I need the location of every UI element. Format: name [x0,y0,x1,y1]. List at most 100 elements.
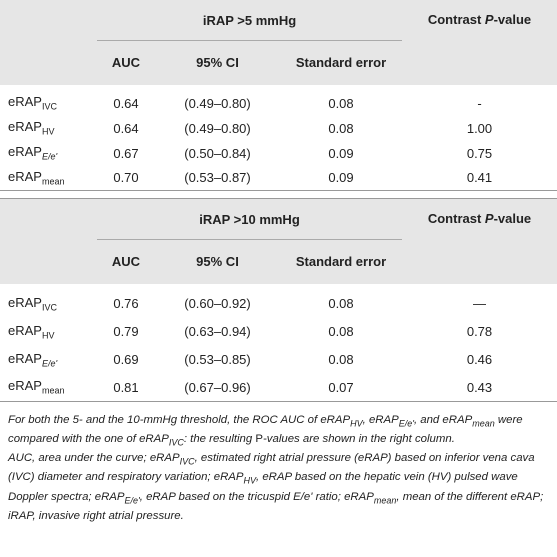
blank [0,0,97,85]
cell: (0.67–0.96) [155,374,280,402]
data-row: eRAPmean 0.70 (0.53–0.87) 0.09 0.41 [0,166,557,191]
cell: 0.09 [280,166,402,191]
row-label: eRAPmean [0,374,97,402]
data-row: eRAPIVC 0.64 (0.49–0.80) 0.08 - [0,91,557,116]
column-header: AUC [97,40,155,85]
footnote-text: , and eRAP [413,413,473,426]
footnote-text: were compared with the one of eRAP [8,413,523,445]
cell-text: - [477,95,482,111]
footnote-sub: E/e' [124,494,140,505]
cell-text: 0.07 [328,379,354,395]
contrast-header-part: P [484,12,494,27]
label-base: eRAP [8,119,42,135]
cell-text: 0.81 [113,379,139,395]
cell: (0.49–0.80) [155,116,280,141]
group-header: iRAP >10 mmHg [97,198,402,240]
header-row: iRAP >10 mmHg Contrast P-value [0,198,557,284]
cell-text: (0.49–0.80) [184,95,251,111]
group-header-text: iRAP >5 mmHg [202,12,297,28]
cell: 0.67 [97,141,155,166]
cell: - [402,91,557,116]
data-row: eRAPmean 0.81 (0.67–0.96) 0.07 0.43 [0,374,557,402]
cell: 0.64 [97,116,155,141]
footnote-text: P [255,432,264,445]
label-sub: IVC [41,302,57,313]
label-base: eRAP [8,378,42,394]
group-header: iRAP >5 mmHg [97,0,402,41]
cell: 0.08 [280,116,402,141]
column-header-text: AUC [111,254,141,270]
contrast-header: Contrast P-value [402,198,557,284]
label-sub: IVC [41,101,57,112]
footnote-sub: IVC [168,437,184,448]
column-header-text: Standard error [295,254,387,270]
footnote-text: , eRAP based on the hepatic vein (HV) pu… [8,471,518,503]
cell: 0.07 [280,374,402,402]
column-header: 95% CI [155,239,280,284]
footnote-text: For both the 5- and the 10-mmHg threshol… [8,413,351,426]
data-row: eRAPE/e' 0.69 (0.53–0.85) 0.08 0.46 [0,346,557,374]
row-label: eRAPIVC [0,91,97,116]
row-label: eRAPE/e' [0,346,97,374]
footnote-sub: mean [472,417,495,428]
cell: (0.60–0.92) [155,290,280,318]
footnotes: For both the 5- and the 10-mmHg threshol… [0,406,557,524]
label-sub: HV [41,330,55,341]
label-base: eRAP [8,350,42,366]
cell: 0.76 [97,290,155,318]
label-sub: mean [41,176,65,187]
footnote-sub: HV [243,475,257,486]
label-base: eRAP [8,94,42,110]
label-base: eRAP [8,294,42,310]
cell-text: (0.53–0.85) [184,352,251,367]
footnote-text: , eRAP [362,413,399,426]
row-label: eRAPE/e' [0,141,97,166]
column-header-text: Standard error [295,55,387,71]
cell: (0.53–0.87) [155,166,280,191]
cell-text: (0.63–0.94) [184,324,251,339]
blank [0,198,97,284]
cell: 0.78 [402,318,557,346]
row-label: eRAPHV [0,318,97,346]
cell-text: 0.70 [113,170,139,186]
footnote-sub: E/e' [398,417,414,428]
column-header: Standard error [280,40,402,85]
cell-text: (0.67–0.96) [184,379,251,395]
data-row: eRAPHV 0.79 (0.63–0.94) 0.08 0.78 [0,318,557,346]
cell-text: (0.53–0.87) [184,170,251,186]
label-sub: E/e' [41,358,58,369]
footnote-sub: IVC [179,456,195,467]
label-sub: HV [41,126,55,137]
footnote-text: , mean of the different eRAP; iRAP, inva… [8,490,544,522]
cell-text: 0.76 [113,296,139,311]
cell: (0.63–0.94) [155,318,280,346]
footnote-text: -values are shown in the right column. [263,432,455,445]
footnote-sub: HV [350,417,363,428]
cell-text: 0.43 [466,379,493,395]
contrast-header-part: Contrast [427,211,485,226]
cell: 0.79 [97,318,155,346]
cell: 0.69 [97,346,155,374]
spacer-cell [0,191,97,199]
table: iRAP >5 mmHg Contrast P-value AUC 95% CI Sta… [0,0,557,402]
cell-text: 0.09 [328,145,354,161]
column-header: 95% CI [155,40,280,85]
cell: (0.49–0.80) [155,91,280,116]
column-header: Standard error [280,239,402,284]
cell-text: 0.75 [466,145,493,161]
cell: 1.00 [402,116,557,141]
spacer [0,191,557,199]
column-header-text: 95% CI [196,55,239,71]
cell-text: 0.67 [113,145,139,161]
contrast-header-part: -value [493,211,532,226]
footnote-sub: mean [373,494,397,505]
cell: — [402,290,557,318]
label-base: eRAP [8,168,42,184]
footnote: For both the 5- and the 10-mmHg threshol… [8,412,549,451]
group-header-text: iRAP >10 mmHg [199,211,300,227]
cell-text: 0.64 [113,95,139,111]
cell-text: 0.46 [466,352,493,367]
cell-text: 0.41 [466,170,493,186]
data-row: eRAPIVC 0.76 (0.60–0.92) 0.08 — [0,290,557,318]
column-header-text: 95% CI [196,254,239,270]
